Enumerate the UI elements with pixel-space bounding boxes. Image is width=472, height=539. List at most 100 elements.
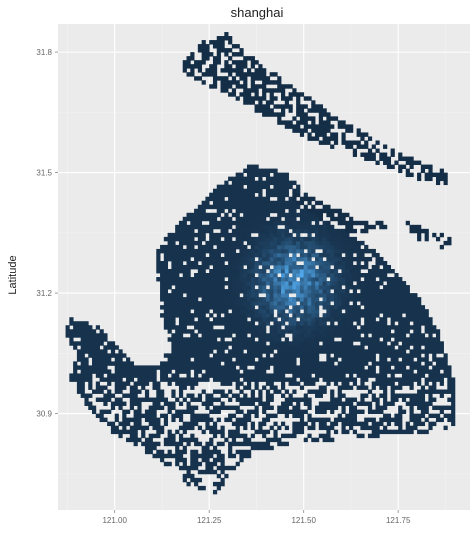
heatmap-cell [84,402,88,406]
heatmap-cell [262,317,266,321]
heatmap-cell [319,422,323,426]
heatmap-cell [175,357,179,361]
heatmap-cell [100,410,104,414]
heatmap-cell [334,253,338,257]
heatmap-cell [425,390,429,394]
heatmap-cell [292,329,296,333]
heatmap-cell [289,209,293,213]
heatmap-cell [391,373,395,377]
heatmap-cell [330,426,334,430]
heatmap-cell [292,406,296,410]
heatmap-cell [202,418,206,422]
heatmap-cell [247,249,251,253]
heatmap-cell [398,165,402,169]
heatmap-cell [326,353,330,357]
heatmap-cell [319,333,323,337]
heatmap-cell [213,390,217,394]
heatmap-cell [175,454,179,458]
heatmap-cell [194,361,198,365]
heatmap-cell [341,245,345,249]
heatmap-cell [258,305,262,309]
heatmap-cell [209,249,213,253]
heatmap-cell [277,325,281,329]
heatmap-cell [266,309,270,313]
heatmap-cell [402,369,406,373]
heatmap-cell [262,253,266,257]
heatmap-cell [202,201,206,205]
heatmap-cell [402,345,406,349]
heatmap-cell [194,305,198,309]
heatmap-cell [345,229,349,233]
heatmap-cell [183,273,187,277]
heatmap-cell [236,285,240,289]
heatmap-cell [296,369,300,373]
heatmap-cell [198,293,202,297]
heatmap-cell [137,398,141,402]
heatmap-cell [383,349,387,353]
heatmap-cell [368,289,372,293]
heatmap-cell [217,257,221,261]
heatmap-cell [360,293,364,297]
heatmap-cell [277,442,281,446]
heatmap-cell [402,341,406,345]
heatmap-cell [262,361,266,365]
heatmap-cell [69,377,73,381]
heatmap-cell [353,293,357,297]
heatmap-cell [368,301,372,305]
heatmap-cell [266,418,270,422]
heatmap-cell [251,177,255,181]
heatmap-cell [323,361,327,365]
heatmap-cell [217,221,221,225]
heatmap-cell [345,213,349,217]
heatmap-cell [270,88,274,92]
heatmap-cell [190,241,194,245]
heatmap-cell [402,321,406,325]
heatmap-cell [311,104,315,108]
heatmap-cell [334,309,338,313]
heatmap-cell [190,377,194,381]
heatmap-cell [444,390,448,394]
x-axis-ticks: 121.00 121.25 121.50 121.75 [102,510,411,525]
heatmap-cell [341,124,345,128]
heatmap-cell [213,68,217,72]
heatmap-cell [175,257,179,261]
heatmap-cell [319,245,323,249]
heatmap-cell [255,84,259,88]
heatmap-cell [357,410,361,414]
heatmap-cell [323,365,327,369]
heatmap-cell [77,329,81,333]
heatmap-cell [175,430,179,434]
heatmap-cell [300,305,304,309]
heatmap-cell [251,426,255,430]
heatmap-cell [281,333,285,337]
heatmap-cell [217,253,221,257]
heatmap-cell [330,241,334,245]
heatmap-cell [228,365,232,369]
heatmap-cell [319,253,323,257]
heatmap-cell [171,337,175,341]
heatmap-cell [190,297,194,301]
heatmap-cell [289,124,293,128]
heatmap-cell [243,325,247,329]
heatmap-cell [341,132,345,136]
heatmap-cell [428,402,432,406]
heatmap-cell [364,265,368,269]
heatmap-cell [273,434,277,438]
heatmap-cell [247,221,251,225]
heatmap-cell [202,249,206,253]
heatmap-cell [372,313,376,317]
heatmap-cell [190,381,194,385]
heatmap-cell [277,357,281,361]
heatmap-cell [168,406,172,410]
heatmap-cell [447,414,451,418]
heatmap-cell [307,365,311,369]
heatmap-cell [202,40,206,44]
heatmap-cell [255,317,259,321]
heatmap-cell [224,201,228,205]
heatmap-cell [171,414,175,418]
heatmap-cell [323,269,327,273]
heatmap-cell [247,418,251,422]
heatmap-cell [292,398,296,402]
heatmap-cell [243,414,247,418]
heatmap-cell [217,48,221,52]
